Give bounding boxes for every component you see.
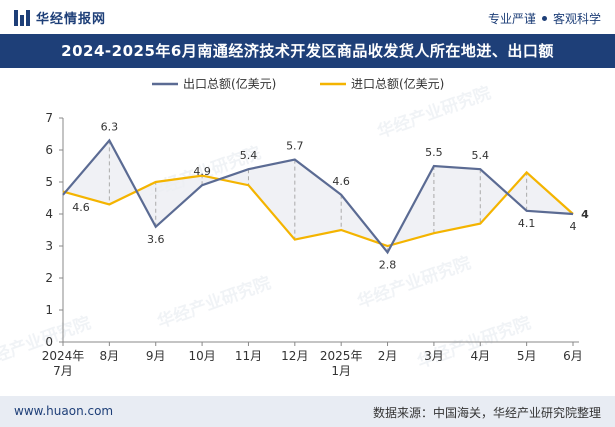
x-tick-label: 1月	[331, 364, 351, 378]
website-link[interactable]: www.huaon.com	[14, 404, 114, 418]
data-label: 6.3	[101, 120, 119, 133]
tagline-left: 专业严谨	[487, 12, 536, 26]
data-label: 2.8	[379, 258, 397, 271]
x-tick-label: 3月	[424, 349, 444, 363]
x-tick-label: 11月	[235, 349, 262, 363]
data-label: 4.6	[332, 175, 350, 188]
line-chart: 华经产业研究院华经产业研究院华经产业研究院华经产业研究院华经产业研究院华经产业研…	[0, 76, 589, 378]
x-tick-label: 8月	[100, 349, 120, 363]
y-tick-label: 4	[45, 207, 53, 221]
legend-export-label: 出口总额(亿美元)	[183, 76, 276, 91]
x-tick-label: 9月	[146, 349, 166, 363]
data-label: 5.4	[240, 149, 258, 162]
footer: www.huaon.com 数据来源：中国海关，华经产业研究院整理	[0, 396, 615, 427]
difference-band	[63, 140, 573, 253]
data-label: 4.9	[193, 165, 211, 178]
y-tick-label: 5	[45, 175, 53, 189]
data-label-import-last: 4	[581, 208, 589, 221]
brand-logo: 华经情报网	[14, 8, 106, 27]
data-label: 4.1	[518, 217, 536, 230]
y-tick-label: 0	[45, 335, 53, 349]
x-tick-label: 12月	[281, 349, 308, 363]
watermark-text: 华经产业研究院	[355, 252, 474, 312]
logo-icon	[14, 9, 30, 26]
x-tick-label: 2月	[378, 349, 398, 363]
y-tick-label: 7	[45, 111, 53, 125]
data-label: 4.6	[72, 201, 90, 214]
x-tick-label: 6月	[563, 349, 583, 363]
data-label: 5.7	[286, 140, 304, 153]
legend-import-label: 进口总额(亿美元)	[351, 76, 444, 91]
series-line-export	[62, 138, 574, 255]
data-label: 3.6	[147, 233, 165, 246]
x-tick-label: 5月	[517, 349, 537, 363]
bullet-icon	[541, 16, 547, 21]
y-tick-label: 6	[45, 143, 53, 157]
watermark-text: 华经产业研究院	[375, 82, 494, 142]
top-bar: 华经情报网 专业严谨 客观科学	[0, 0, 615, 34]
data-label: 5.5	[425, 146, 443, 159]
watermark-text: 华经产业研究院	[155, 272, 274, 332]
x-tick-label: 2024年	[42, 349, 85, 363]
data-label: 5.4	[472, 149, 490, 162]
chart-title: 2024-2025年6月南通经济技术开发区商品收发货人所在地进、出口额	[0, 34, 615, 68]
x-tick-label: 7月	[53, 364, 73, 378]
x-tick-label: 10月	[188, 349, 215, 363]
tagline-right: 客观科学	[552, 12, 601, 26]
y-tick-label: 2	[45, 271, 53, 285]
series-line-import	[62, 170, 574, 248]
x-tick-label: 2025年	[320, 349, 363, 363]
brand-name: 华经情报网	[36, 12, 107, 27]
x-tick-label: 4月	[470, 349, 490, 363]
y-tick-label: 3	[45, 239, 53, 253]
y-tick-label: 1	[45, 303, 53, 317]
data-label: 4	[570, 220, 577, 233]
tagline: 专业严谨 客观科学	[488, 10, 601, 27]
data-source: 数据来源：中国海关，华经产业研究院整理	[372, 406, 601, 420]
